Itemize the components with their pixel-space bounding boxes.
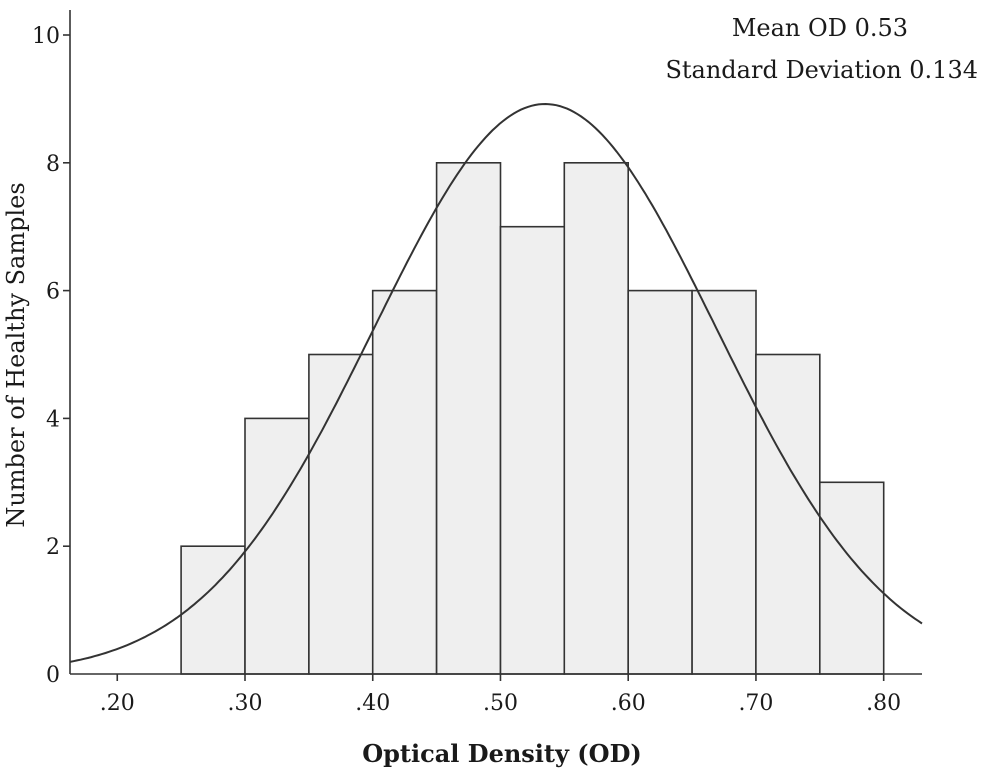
x-axis-title: Optical Density (OD) [362, 739, 642, 768]
bars-layer [180, 162, 885, 675]
x-tick-label: .70 [738, 691, 773, 716]
y-tick-label: 6 [46, 280, 60, 305]
x-tick-label: .80 [866, 691, 901, 716]
mean-annotation: Mean OD 0.53 [732, 14, 908, 42]
y-tick-label: 4 [46, 407, 60, 432]
histogram-bar [691, 289, 757, 675]
y-tick-label: 2 [46, 535, 60, 560]
histogram-bar [371, 289, 438, 675]
sd-annotation: Standard Deviation 0.134 [665, 56, 978, 84]
histogram-bar [499, 225, 566, 675]
histogram-bar [755, 353, 821, 675]
x-tick-label: .20 [100, 691, 135, 716]
histogram-bar [435, 162, 502, 675]
x-tick-label: .30 [227, 691, 262, 716]
ticks-layer: .20 .30 .40 .50 .60 .70 .80 0 2 4 6 8 10 [32, 24, 901, 716]
x-tick-label: .50 [483, 691, 518, 716]
histogram-bar [244, 417, 310, 675]
y-tick-label: 10 [32, 24, 60, 49]
x-tick-label: .60 [611, 691, 646, 716]
y-tick-label: 0 [46, 663, 60, 688]
y-tick-label: 8 [46, 152, 60, 177]
histogram-bar [180, 545, 246, 675]
y-axis-title: Number of Healthy Samples [2, 182, 30, 527]
histogram-bar [563, 162, 629, 675]
normal-curve [69, 102, 923, 663]
x-tick-label: .40 [355, 691, 390, 716]
histogram-bar [627, 289, 693, 675]
histogram-bar [308, 353, 374, 675]
histogram-bar [818, 481, 885, 675]
